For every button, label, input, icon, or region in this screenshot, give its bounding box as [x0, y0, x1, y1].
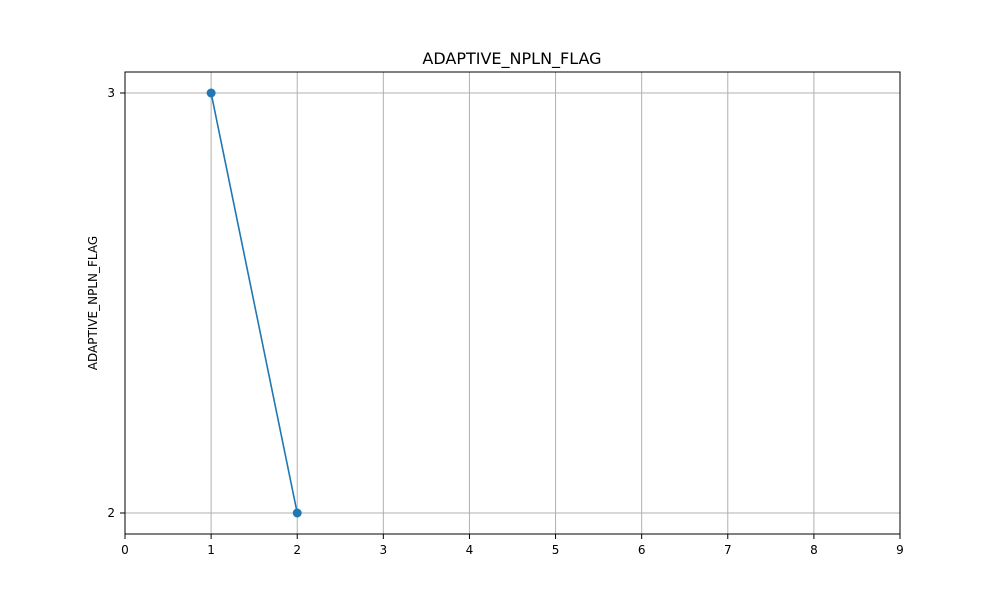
data-series [206, 88, 302, 518]
chart-title: ADAPTIVE_NPLN_FLAG [422, 49, 601, 69]
x-tick-label: 1 [207, 543, 215, 557]
x-tick-label: 8 [810, 543, 818, 557]
plot-frame [124, 71, 901, 535]
grid-lines [124, 72, 901, 534]
x-tick-label: 9 [896, 543, 904, 557]
series-line [210, 92, 299, 514]
data-point [206, 88, 216, 98]
x-axis-ticks: 0 1 2 3 4 5 6 7 8 9 [121, 534, 904, 557]
x-tick-label: 4 [466, 543, 474, 557]
y-axis-ticks: 23 [107, 86, 125, 520]
y-tick-label: 3 [107, 86, 115, 100]
x-tick-label: 3 [380, 543, 388, 557]
y-axis-label: ADAPTIVE_NPLN_FLAG [86, 236, 100, 370]
x-tick-label: 0 [121, 543, 129, 557]
data-point [292, 508, 302, 518]
x-tick-label: 2 [293, 543, 301, 557]
x-tick-label: 7 [724, 543, 732, 557]
x-tick-label: 5 [552, 543, 560, 557]
y-tick-label: 2 [107, 506, 115, 520]
x-tick-label: 6 [638, 543, 646, 557]
